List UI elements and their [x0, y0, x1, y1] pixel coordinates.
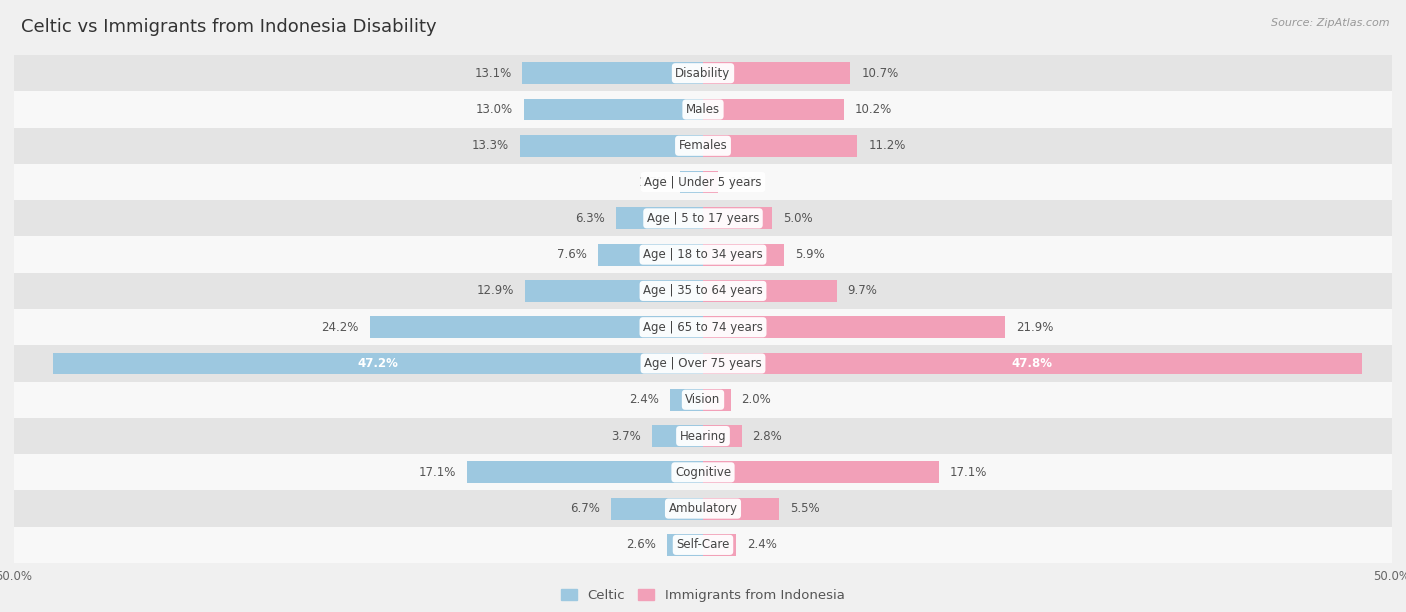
Text: 6.7%: 6.7%: [569, 502, 599, 515]
Text: 6.3%: 6.3%: [575, 212, 605, 225]
Bar: [14, 454, 1392, 490]
Bar: [14, 382, 1392, 418]
Text: 13.1%: 13.1%: [474, 67, 512, 80]
Bar: [14, 273, 1392, 309]
Bar: [14, 490, 1392, 527]
Text: 17.1%: 17.1%: [949, 466, 987, 479]
Text: 21.9%: 21.9%: [1015, 321, 1053, 334]
Text: Age | 5 to 17 years: Age | 5 to 17 years: [647, 212, 759, 225]
Text: Source: ZipAtlas.com: Source: ZipAtlas.com: [1271, 18, 1389, 28]
Bar: [467, 461, 703, 483]
Text: Age | Under 5 years: Age | Under 5 years: [644, 176, 762, 188]
Bar: [703, 534, 737, 556]
Text: 9.7%: 9.7%: [848, 285, 877, 297]
Text: Hearing: Hearing: [679, 430, 727, 442]
Text: Age | 18 to 34 years: Age | 18 to 34 years: [643, 248, 763, 261]
Bar: [14, 527, 1392, 563]
Text: 5.0%: 5.0%: [783, 212, 813, 225]
Text: Age | Over 75 years: Age | Over 75 years: [644, 357, 762, 370]
Text: 10.7%: 10.7%: [862, 67, 898, 80]
Text: Age | 65 to 74 years: Age | 65 to 74 years: [643, 321, 763, 334]
Text: 47.8%: 47.8%: [1012, 357, 1053, 370]
Bar: [703, 135, 858, 157]
Bar: [14, 164, 1392, 200]
Text: 13.0%: 13.0%: [475, 103, 513, 116]
Text: 11.2%: 11.2%: [869, 140, 905, 152]
Bar: [52, 353, 703, 375]
Bar: [14, 200, 1392, 236]
Text: 47.2%: 47.2%: [357, 357, 398, 370]
Text: 2.8%: 2.8%: [752, 430, 782, 442]
Text: Celtic vs Immigrants from Indonesia Disability: Celtic vs Immigrants from Indonesia Disa…: [21, 18, 437, 36]
Text: 2.4%: 2.4%: [747, 539, 778, 551]
Text: Females: Females: [679, 140, 727, 152]
Bar: [526, 280, 703, 302]
Text: 10.2%: 10.2%: [855, 103, 891, 116]
Text: 2.4%: 2.4%: [628, 394, 659, 406]
Text: 2.6%: 2.6%: [626, 539, 657, 551]
Bar: [610, 498, 703, 520]
Bar: [703, 425, 741, 447]
Bar: [14, 236, 1392, 273]
Bar: [703, 171, 718, 193]
Text: Ambulatory: Ambulatory: [668, 502, 738, 515]
Bar: [370, 316, 703, 338]
Bar: [14, 309, 1392, 345]
Bar: [652, 425, 703, 447]
Text: 17.1%: 17.1%: [419, 466, 457, 479]
Bar: [703, 498, 779, 520]
Bar: [14, 55, 1392, 91]
Text: 7.6%: 7.6%: [557, 248, 588, 261]
Text: 1.1%: 1.1%: [730, 176, 759, 188]
Bar: [703, 353, 1361, 375]
Text: 5.9%: 5.9%: [796, 248, 825, 261]
Text: 1.7%: 1.7%: [638, 176, 669, 188]
Bar: [520, 135, 703, 157]
Text: Disability: Disability: [675, 67, 731, 80]
Text: Males: Males: [686, 103, 720, 116]
Bar: [14, 91, 1392, 128]
Bar: [14, 345, 1392, 382]
Bar: [669, 389, 703, 411]
Bar: [599, 244, 703, 266]
Bar: [14, 128, 1392, 164]
Bar: [703, 280, 837, 302]
Text: Vision: Vision: [685, 394, 721, 406]
Text: 24.2%: 24.2%: [321, 321, 359, 334]
Text: Age | 35 to 64 years: Age | 35 to 64 years: [643, 285, 763, 297]
Bar: [703, 389, 731, 411]
Bar: [616, 207, 703, 230]
Bar: [703, 316, 1005, 338]
Text: 3.7%: 3.7%: [612, 430, 641, 442]
Bar: [703, 461, 939, 483]
Bar: [679, 171, 703, 193]
Text: 5.5%: 5.5%: [790, 502, 820, 515]
Text: Cognitive: Cognitive: [675, 466, 731, 479]
Text: 13.3%: 13.3%: [471, 140, 509, 152]
Text: 12.9%: 12.9%: [477, 285, 515, 297]
Legend: Celtic, Immigrants from Indonesia: Celtic, Immigrants from Indonesia: [555, 584, 851, 607]
Text: 2.0%: 2.0%: [741, 394, 772, 406]
Bar: [523, 62, 703, 84]
Bar: [703, 244, 785, 266]
Bar: [14, 418, 1392, 454]
Bar: [703, 207, 772, 230]
Text: Self-Care: Self-Care: [676, 539, 730, 551]
Bar: [668, 534, 703, 556]
Bar: [703, 99, 844, 121]
Bar: [524, 99, 703, 121]
Bar: [703, 62, 851, 84]
